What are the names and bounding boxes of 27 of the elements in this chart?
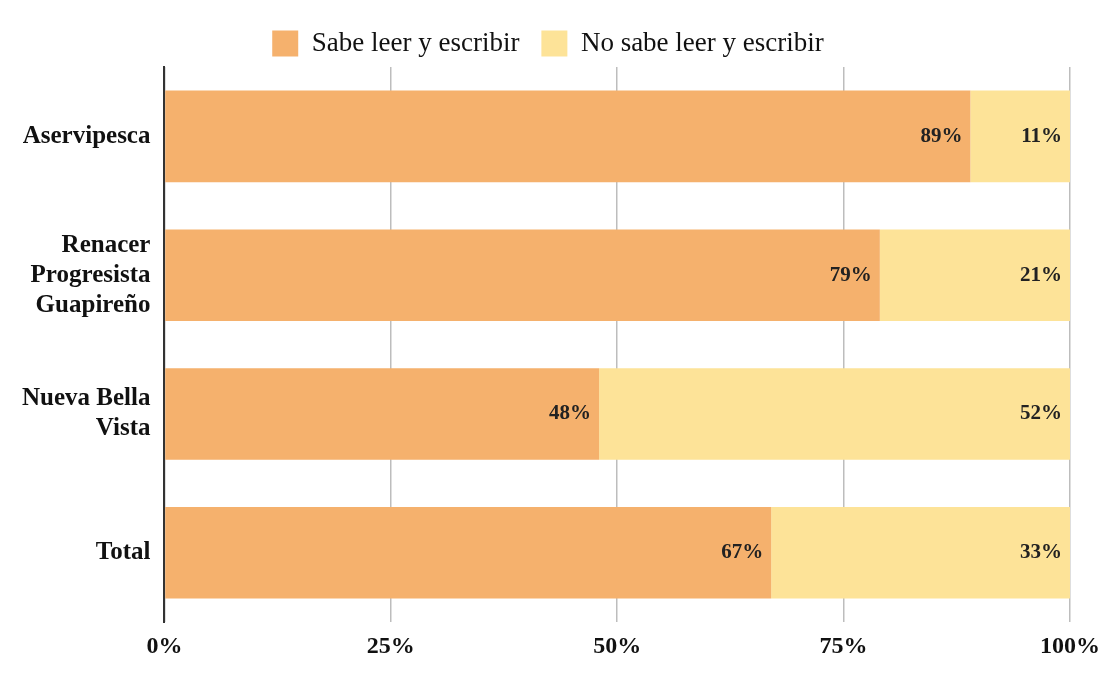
y-tick-label: Renacer Progresista Guapireño: [30, 229, 151, 317]
data-label: 48%: [549, 400, 592, 425]
y-tick-label: Total: [95, 537, 151, 565]
data-label: 89%: [920, 122, 963, 147]
legend-label: No sabe leer y escribir: [580, 26, 824, 57]
legend-label: Sabe leer y escribir: [311, 26, 520, 57]
data-label: 67%: [721, 539, 764, 564]
data-label: 79%: [829, 261, 872, 286]
data-label: 33%: [1020, 539, 1062, 564]
x-tick-label: 0%: [146, 631, 183, 658]
bar: [165, 229, 880, 321]
x-tick-label: 75%: [819, 631, 868, 658]
bar: [599, 368, 1070, 460]
x-tick-label: 50%: [593, 631, 642, 658]
data-label: 21%: [1020, 261, 1062, 286]
data-label: 11%: [1021, 122, 1062, 147]
x-tick-label: 25%: [366, 631, 415, 658]
bar: [165, 368, 600, 460]
bar: [165, 507, 772, 599]
bar: [970, 90, 1070, 183]
x-tick-label: 100%: [1040, 631, 1100, 658]
bar: [165, 90, 971, 183]
data-label: 52%: [1020, 400, 1062, 425]
bar: [771, 507, 1070, 599]
bar: [879, 229, 1070, 321]
y-tick-label: Nueva Bella Vista: [22, 383, 151, 441]
y-tick-label: Aservipesca: [22, 120, 151, 148]
